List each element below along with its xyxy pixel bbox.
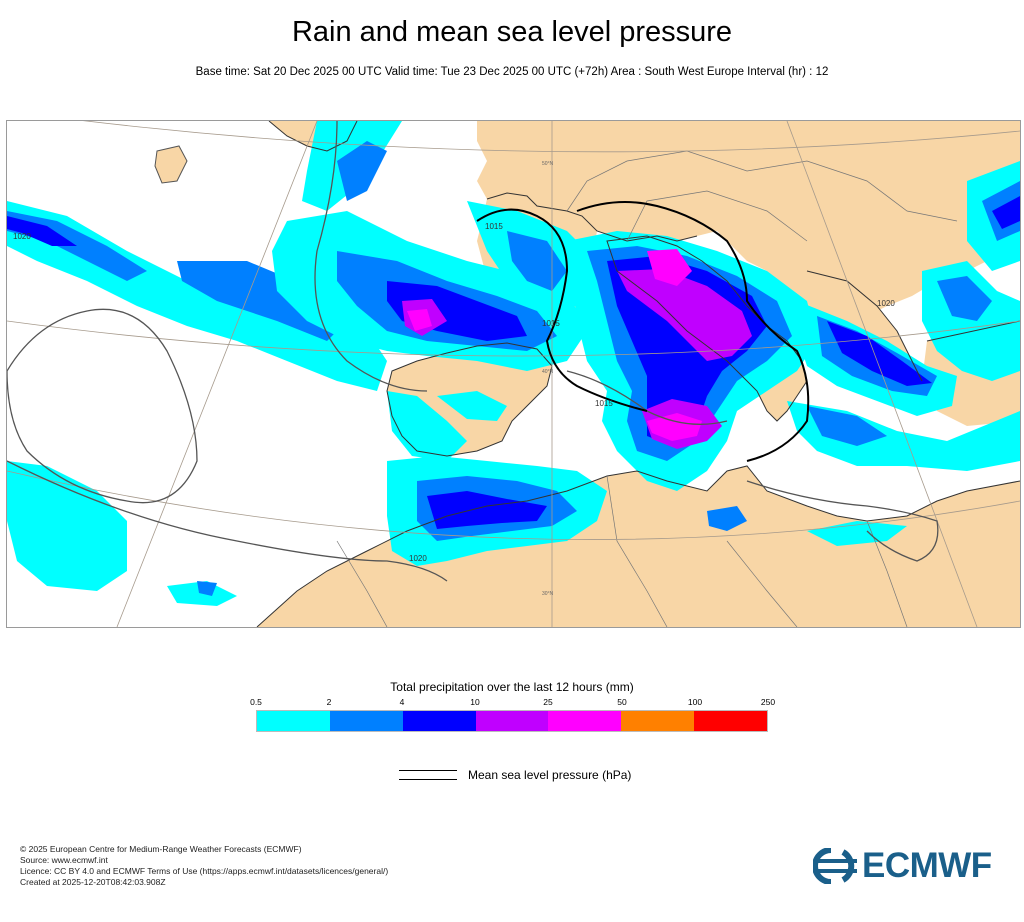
- colorbar-swatch: [621, 711, 695, 731]
- footer-credits: © 2025 European Centre for Medium-Range …: [20, 844, 388, 888]
- colorbar-tick: 50: [617, 697, 627, 707]
- isobar-label: 1020: [409, 554, 427, 563]
- map-canvas: 1020 1015 1015 1015 1020 1020 50°N 40°N …: [7, 121, 1020, 627]
- precipitation-shading: [7, 121, 1020, 606]
- lat-label: 30°N: [542, 591, 554, 597]
- colorbar-swatch: [694, 711, 768, 731]
- colorbar-tick: 10: [470, 697, 480, 707]
- lat-label: 40°N: [542, 369, 554, 375]
- coastlines: [256, 121, 1020, 627]
- mslp-label: Mean sea level pressure (hPa): [468, 768, 632, 782]
- ecmwf-logo: ECMWF: [813, 846, 1008, 886]
- ecmwf-logo-text: ECMWF: [862, 846, 992, 885]
- chart-title: Rain and mean sea level pressure: [291, 16, 733, 48]
- colorbar-ticks: 0.5 2 4 10 25 50 100 250: [250, 697, 775, 709]
- legend-title: Total precipitation over the last 12 hou…: [390, 680, 634, 694]
- mslp-legend: Mean sea level pressure (hPa): [399, 768, 699, 784]
- mslp-line-sample: [399, 770, 457, 780]
- isobar-label: 1015: [542, 319, 560, 328]
- colorbar-tick: 2: [326, 697, 332, 707]
- isobar-label: 1015: [595, 399, 613, 408]
- licence-line: Licence: CC BY 4.0 and ECMWF Terms of Us…: [20, 866, 389, 876]
- colorbar-tick: 100: [687, 697, 703, 707]
- isobar-label: 1015: [485, 222, 503, 231]
- precipitation-colorbar: [256, 710, 768, 732]
- latitude-labels: 50°N 40°N 30°N: [542, 161, 554, 597]
- isobar-label: 1020: [877, 299, 895, 308]
- colorbar-tick: 4: [399, 697, 405, 707]
- colorbar-swatch: [329, 711, 403, 731]
- colorbar-tick: 25: [543, 697, 553, 707]
- isobar-label: 1020: [13, 232, 31, 241]
- colorbar-swatch: [402, 711, 476, 731]
- isobars-bold: [476, 201, 810, 462]
- colorbar-tick: 250: [760, 697, 776, 707]
- colorbar-swatch: [257, 711, 330, 731]
- precipitation-map: 1020 1015 1015 1015 1020 1020 50°N 40°N …: [6, 120, 1021, 628]
- isobar-labels: 1020 1015 1015 1015 1020 1020: [13, 222, 895, 563]
- colorbar-swatch: [475, 711, 549, 731]
- colorbar-tick: 0.5: [250, 697, 262, 707]
- chart-subtitle: Base time: Sat 20 Dec 2025 00 UTC Valid …: [195, 66, 829, 78]
- lat-label: 50°N: [542, 161, 554, 167]
- ecmwf-logo-icon: [813, 848, 859, 884]
- created-line: Created at 2025-12-20T08:42:03.908Z: [20, 877, 166, 887]
- colorbar-swatch: [548, 711, 622, 731]
- source-line: Source: www.ecmwf.int: [20, 855, 108, 865]
- copyright-line: © 2025 European Centre for Medium-Range …: [20, 844, 302, 854]
